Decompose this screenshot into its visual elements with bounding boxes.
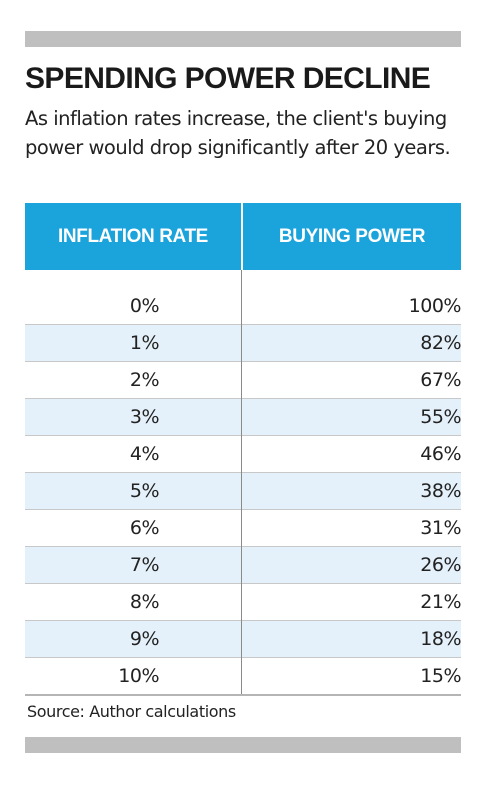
inflation-rate-cell: 6% xyxy=(129,517,160,539)
bottom-rule-bar xyxy=(25,737,461,753)
buying-power-cell: 100% xyxy=(408,295,462,317)
column-divider xyxy=(241,270,242,694)
buying-power-cell: 18% xyxy=(420,628,461,650)
buying-power-cell: 82% xyxy=(420,332,461,354)
buying-power-cell: 15% xyxy=(420,665,461,687)
column-header-buying-power: BUYING POWER xyxy=(243,203,461,270)
table-row: 7% 26% xyxy=(25,547,461,584)
table-row: 8% 21% xyxy=(25,584,461,621)
table-row: 10% 15% xyxy=(25,658,461,694)
chart-subtitle: As inflation rates increase, the client'… xyxy=(25,107,451,159)
buying-power-cell: 26% xyxy=(420,554,461,576)
inflation-rate-cell: 5% xyxy=(129,480,160,502)
inflation-rate-cell: 3% xyxy=(129,406,160,428)
buying-power-cell: 55% xyxy=(420,406,461,428)
top-rule-bar xyxy=(25,31,461,47)
table-row: 4% 46% xyxy=(25,436,461,473)
inflation-rate-cell: 4% xyxy=(129,443,160,465)
table-row: 9% 18% xyxy=(25,621,461,658)
buying-power-cell: 38% xyxy=(420,480,461,502)
table-row: 1% 82% xyxy=(25,325,461,362)
table-row: 0% 100% xyxy=(25,288,461,325)
table-body: 0% 100% 1% 82% 2% 67% 3% 55% 4% 46% 5% 38% 6% 31% 7% 26… xyxy=(25,270,461,696)
buying-power-cell: 46% xyxy=(420,443,461,465)
inflation-rate-cell: 2% xyxy=(129,369,160,391)
table-row: 6% 31% xyxy=(25,510,461,547)
source-note: Source: Author calculations xyxy=(27,702,236,721)
table-header: INFLATION RATE BUYING POWER xyxy=(25,203,461,270)
column-header-inflation-rate: INFLATION RATE xyxy=(25,203,241,270)
buying-power-cell: 67% xyxy=(420,369,461,391)
data-table: INFLATION RATE BUYING POWER 0% 100% 1% 82% 2… xyxy=(25,203,461,696)
inflation-rate-cell: 8% xyxy=(129,591,160,613)
table-row: 5% 38% xyxy=(25,473,461,510)
buying-power-cell: 21% xyxy=(420,591,461,613)
buying-power-cell: 31% xyxy=(420,517,461,539)
inflation-rate-cell: 10% xyxy=(118,665,160,687)
table-row: 3% 55% xyxy=(25,399,461,436)
inflation-rate-cell: 1% xyxy=(129,332,160,354)
table-row: 2% 67% xyxy=(25,362,461,399)
chart-title: SPENDING POWER DECLINE xyxy=(25,62,431,95)
inflation-rate-cell: 9% xyxy=(129,628,160,650)
inflation-rate-cell: 7% xyxy=(129,554,160,576)
inflation-rate-cell: 0% xyxy=(129,295,160,317)
